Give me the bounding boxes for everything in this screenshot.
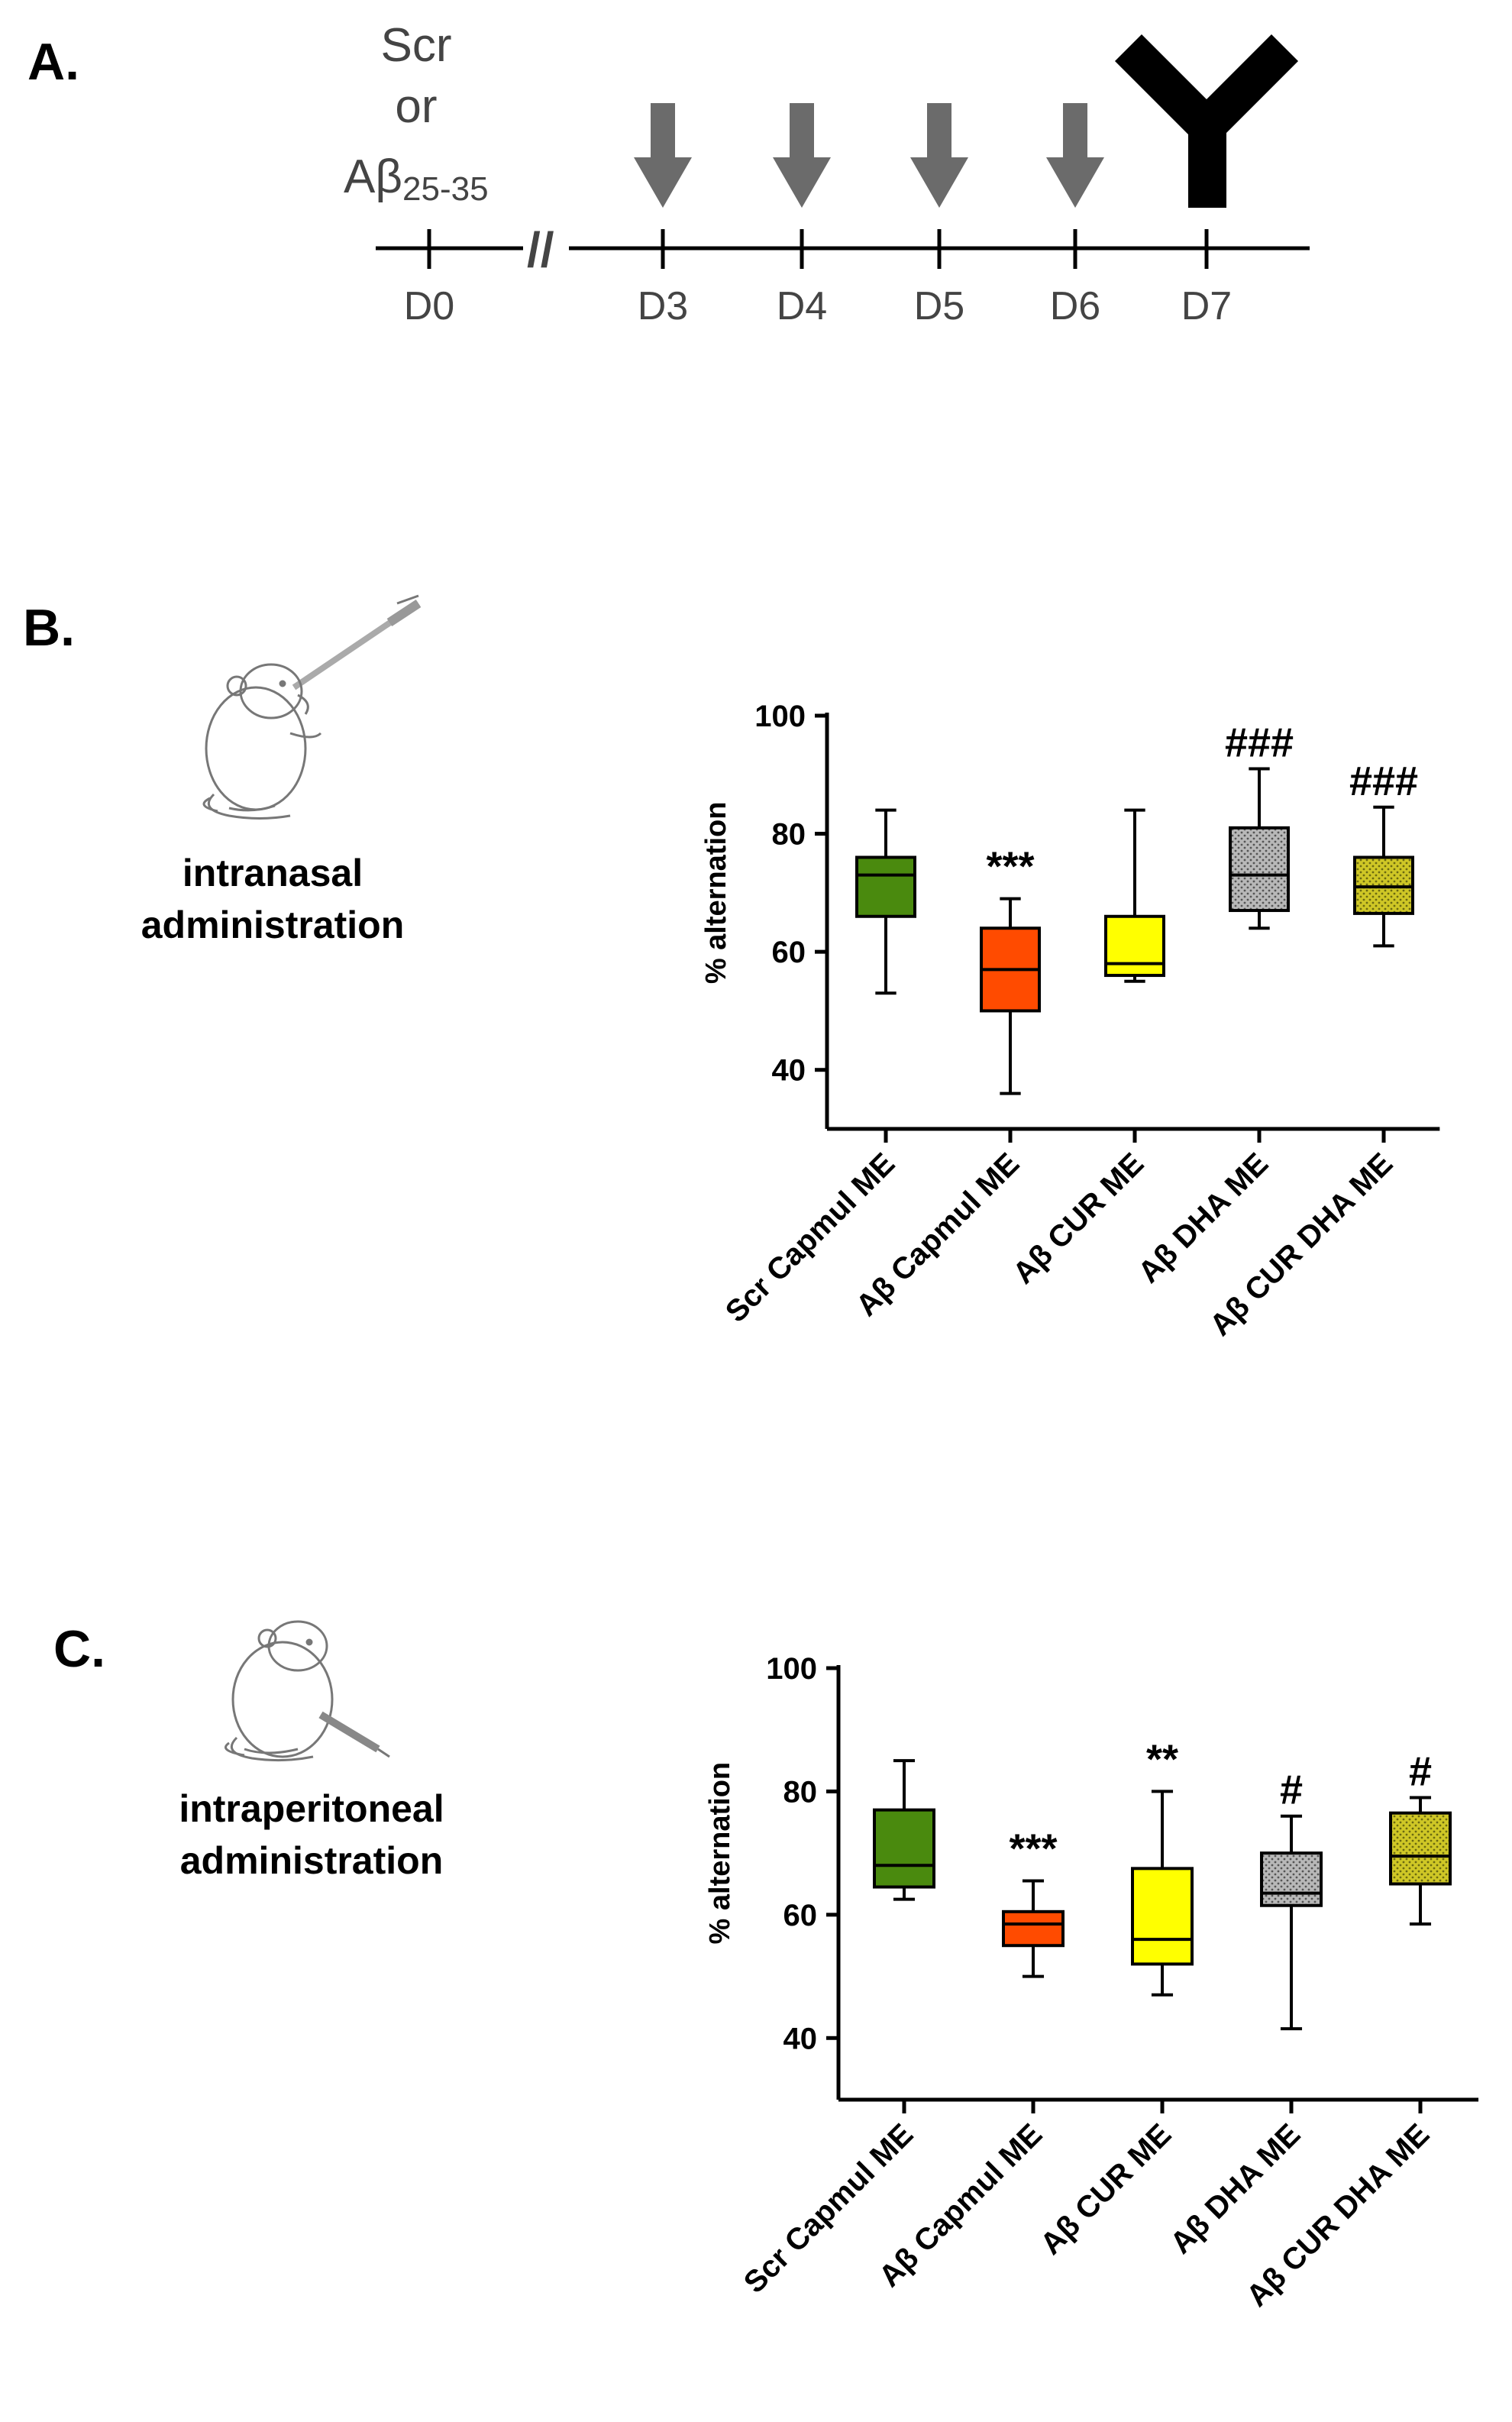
day-label-d7: D7 [1181, 284, 1232, 328]
y-tick-label: 60 [772, 936, 806, 969]
timeline-ticks [427, 229, 1209, 269]
box-iqr [1229, 826, 1290, 913]
day-label-d6: D6 [1050, 284, 1100, 328]
significance-label: *** [1009, 1825, 1057, 1871]
y-tick-label: 100 [754, 700, 806, 733]
y-tick-label: 80 [772, 818, 806, 852]
treatment-arrows [634, 103, 1104, 208]
treatment-line-3: Aβ25-35 [344, 150, 489, 208]
route-label-intraperitoneal-2: administration [180, 1839, 443, 1882]
y-maze-right-arm [1193, 34, 1298, 140]
significance-label: ** [1146, 1736, 1178, 1782]
significance-label: # [1409, 1749, 1432, 1795]
box-iqr [1002, 1909, 1065, 1948]
y-tick-label: 100 [766, 1652, 817, 1686]
treatment-line-1: Scr [381, 19, 452, 72]
x-category-label: Aβ CUR ME [1006, 1146, 1150, 1290]
timeline-gap [523, 229, 569, 267]
box-iqr [855, 855, 916, 918]
box-iqr [1260, 1851, 1323, 1907]
day-label-d5: D5 [914, 284, 964, 328]
treatment-abeta: Aβ [344, 150, 402, 203]
route-label-intranasal-1: intranasal [183, 852, 363, 894]
significance-label: # [1280, 1767, 1303, 1813]
box-iqr [873, 1808, 935, 1889]
y-tick-label: 60 [783, 1899, 818, 1932]
box-iqr [1389, 1811, 1452, 1886]
route-label-intranasal-2: administration [141, 904, 404, 946]
timeline-day-labels: D0 D3 D4 D5 D6 D7 [404, 284, 1232, 328]
x-category-label: Aβ DHA ME [1164, 2117, 1307, 2260]
y-maze-icon [1115, 34, 1298, 208]
significance-label: *** [986, 844, 1034, 890]
timeline-break-mark: // [527, 222, 554, 277]
y-tick-label: 80 [783, 1775, 818, 1809]
day-label-d4: D4 [777, 284, 827, 328]
timeline: Scr or Aβ25-35 // D0 D3 D4 D5 D6 D7 [344, 19, 1310, 328]
treatment-subscript: 25-35 [402, 170, 489, 208]
y-axis-title: % alternation [704, 1762, 736, 1945]
panel-label-c: C. [53, 1620, 105, 1678]
day-label-d0: D0 [404, 284, 454, 328]
panel-label-b: B. [23, 599, 75, 657]
x-category-label: Aβ CUR ME [1034, 2117, 1178, 2261]
mouse-intranasal-icon [202, 594, 422, 820]
y-maze-stem [1188, 115, 1226, 208]
route-label-intraperitoneal-1: intraperitoneal [179, 1787, 444, 1830]
box-iqr [1104, 914, 1165, 978]
day-label-d3: D3 [638, 284, 688, 328]
mouse-injection-icon [225, 1620, 390, 1762]
significance-label: ### [1225, 720, 1294, 766]
panel-label-a: A. [27, 33, 79, 91]
down-arrow-icon [634, 103, 692, 208]
treatment-line-2: or [395, 80, 437, 133]
box-iqr [1131, 1867, 1194, 1966]
y-axis-title: % alternation [700, 802, 732, 985]
significance-label: ### [1349, 758, 1418, 804]
y-tick-label: 40 [783, 2022, 818, 2055]
y-tick-label: 40 [772, 1054, 806, 1088]
down-arrow-icon [1046, 103, 1104, 208]
down-arrow-icon [773, 103, 831, 208]
down-arrow-icon [910, 103, 968, 208]
